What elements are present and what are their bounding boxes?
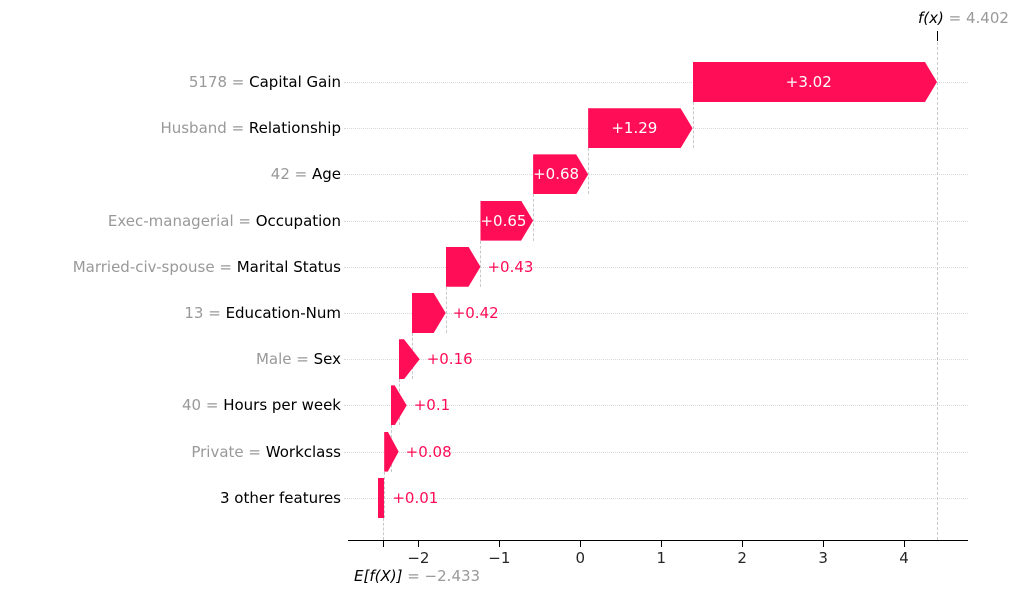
fx-annotation: f(x) = 4.402 [918, 9, 1009, 27]
expected-value-line [383, 517, 385, 540]
feature-value-prefix: Exec-managerial = [107, 211, 256, 230]
waterfall-bar [378, 477, 385, 518]
waterfall-bar [693, 62, 937, 102]
waterfall-bar [480, 201, 533, 241]
feature-label: Exec-managerial = Occupation [0, 210, 341, 232]
x-axis-tick [580, 540, 582, 547]
feature-name: Age [311, 165, 341, 184]
feature-label: Husband = Relationship [0, 117, 341, 139]
feature-value-prefix: Husband = [160, 119, 249, 138]
feature-name: Sex [313, 350, 341, 369]
bar-value-label: +1.29 [611, 119, 658, 138]
x-axis-tick-label: 1 [656, 549, 666, 567]
x-axis-tick-label: 3 [818, 549, 828, 567]
feature-value-prefix: 40 = [181, 396, 224, 415]
waterfall-connector [445, 286, 447, 333]
feature-label: Married-civ-spouse = Marital Status [0, 256, 341, 278]
bar-value-label: +0.08 [405, 442, 452, 461]
feature-name: Hours per week [223, 396, 341, 415]
waterfall-connector [692, 102, 694, 149]
x-axis-tick-label: 4 [899, 549, 909, 567]
feature-name: Capital Gain [249, 73, 341, 91]
row-gridline [344, 266, 968, 268]
row-gridline [344, 451, 968, 453]
bar-value-label: +3.02 [785, 73, 832, 91]
feature-value-prefix: Private = [191, 442, 266, 461]
feature-label: 40 = Hours per week [0, 394, 341, 416]
expected-value-tick [383, 540, 385, 547]
waterfall-connector [384, 471, 386, 518]
feature-value-prefix: 42 = [270, 165, 312, 184]
fx-value: = 4.402 [943, 9, 1009, 27]
feature-name: 3 other features [219, 488, 341, 507]
fx-tick [936, 31, 938, 41]
feature-label: Private = Workclass [0, 441, 341, 463]
feature-name: Occupation [255, 211, 341, 230]
bar-value-label: +0.1 [413, 396, 451, 415]
feature-label: 42 = Age [0, 163, 341, 185]
bar-value-label: +0.65 [480, 211, 527, 230]
feature-label: 5178 = Capital Gain [0, 71, 341, 93]
x-axis-tick [742, 540, 744, 547]
row-gridline [344, 359, 968, 361]
waterfall-connector [533, 194, 535, 241]
feature-value-prefix: Male = [255, 350, 314, 369]
bar-value-label: +0.42 [452, 304, 499, 322]
feature-value-prefix: Married-civ-spouse = [72, 257, 237, 276]
feature-name: Workclass [265, 442, 341, 461]
bar-value-label: +0.16 [426, 350, 473, 369]
bar-value-label: +0.01 [392, 488, 439, 507]
row-gridline [344, 313, 968, 314]
row-gridline [344, 405, 968, 407]
x-axis-tick [661, 540, 663, 547]
x-axis [348, 540, 968, 541]
waterfall-bar [533, 154, 588, 194]
feature-label: 13 = Education-Num [0, 302, 341, 324]
feature-name: Education-Num [225, 304, 341, 322]
feature-value-prefix: 5178 = [188, 73, 250, 91]
feature-name: Marital Status [236, 257, 341, 276]
efx-symbol: E[f(X)] [354, 567, 403, 585]
waterfall-bar [412, 293, 446, 333]
x-axis-tick-label: −2 [407, 549, 430, 567]
expected-value-annotation: E[f(X)] = −2.433 [354, 567, 480, 585]
x-axis-tick-label: 0 [575, 549, 586, 567]
waterfall-connector [588, 148, 590, 195]
feature-value-prefix: 13 = [184, 304, 226, 322]
feature-label: Male = Sex [0, 348, 341, 370]
efx-value: = −2.433 [402, 567, 481, 585]
waterfall-bar [446, 247, 481, 287]
x-axis-tick [499, 540, 501, 547]
x-axis-tick-label: 2 [737, 549, 747, 567]
x-axis-tick [418, 540, 420, 547]
bar-value-label: +0.43 [487, 257, 534, 276]
feature-label: 3 other features [0, 487, 341, 509]
row-gridline [344, 497, 968, 499]
bar-value-label: +0.68 [533, 165, 580, 184]
x-axis-tick [904, 540, 906, 547]
x-axis-tick [823, 540, 825, 547]
fx-reference-line [936, 42, 938, 540]
x-axis-tick-label: −1 [488, 549, 511, 567]
row-gridline [344, 174, 968, 176]
row-gridline [344, 220, 968, 222]
waterfall-bar [398, 339, 420, 380]
waterfall-connector [480, 240, 482, 287]
row-gridline [344, 82, 968, 83]
waterfall-bar [588, 108, 692, 148]
feature-name: Relationship [248, 119, 341, 138]
fx-symbol: f(x) [918, 9, 944, 27]
